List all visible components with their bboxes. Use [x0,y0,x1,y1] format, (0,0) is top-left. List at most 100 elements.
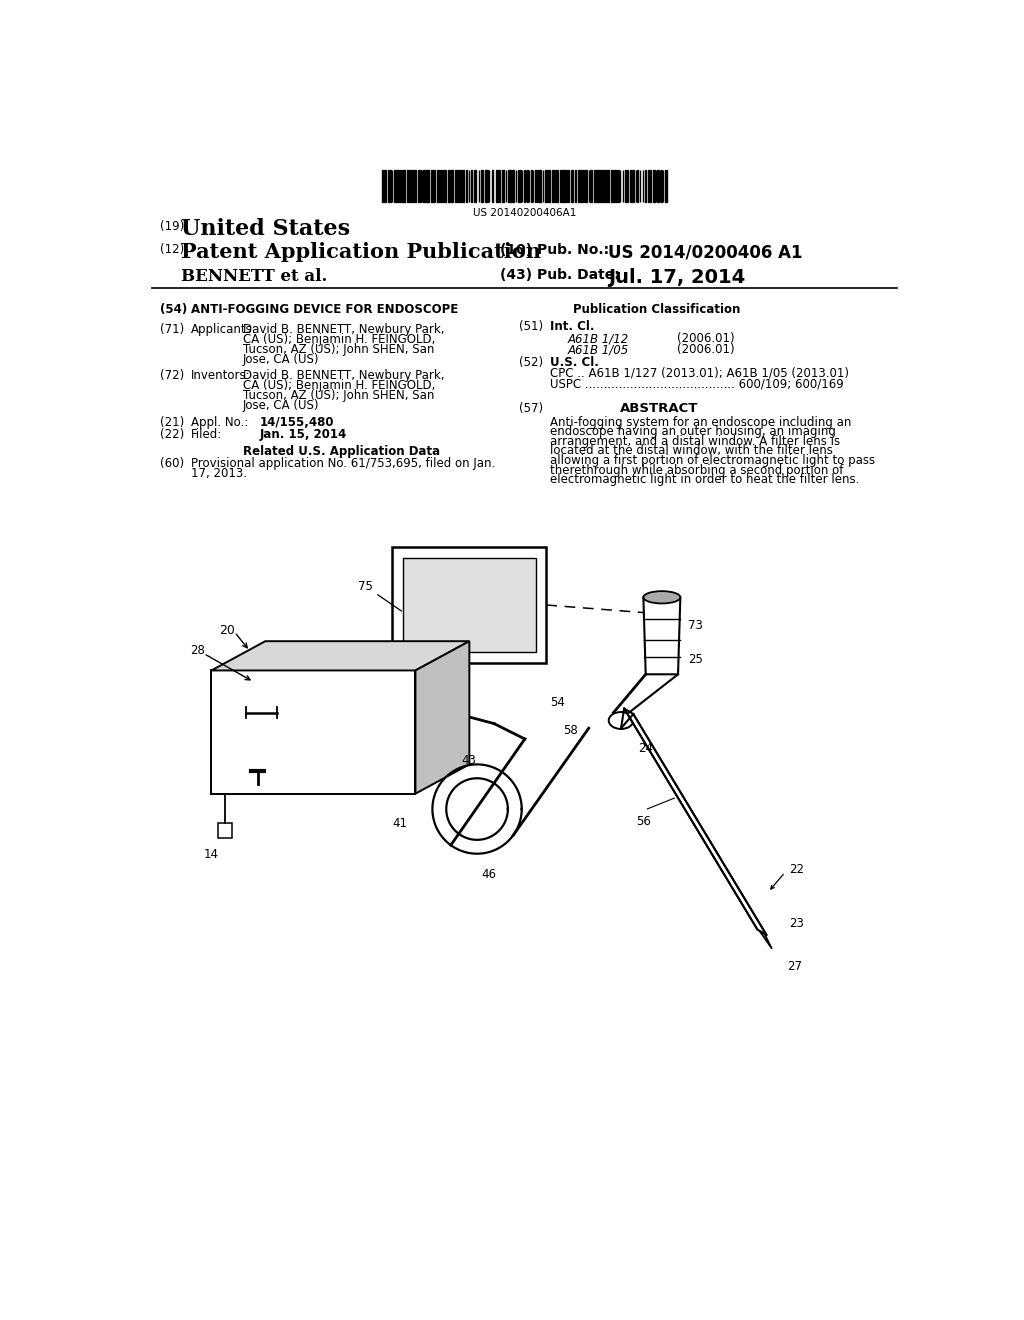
Text: (72): (72) [160,370,184,383]
Text: A61B 1/05: A61B 1/05 [567,343,629,356]
Bar [412,170,413,202]
Bar [603,170,605,202]
Bar [447,170,451,202]
Text: Int. Cl.: Int. Cl. [550,321,595,333]
Bar [596,170,599,202]
Text: arrangement, and a distal window. A filter lens is: arrangement, and a distal window. A filt… [550,434,841,447]
Bar [585,170,587,202]
Polygon shape [760,931,772,949]
Text: Jose, CA (US): Jose, CA (US) [243,400,319,412]
Text: (12): (12) [160,243,184,256]
Polygon shape [211,642,469,671]
Text: Filed:: Filed: [190,428,222,441]
Text: 17, 2013.: 17, 2013. [190,467,247,480]
Bar [606,170,608,202]
Text: (21): (21) [160,416,184,429]
Text: U.S. Cl.: U.S. Cl. [550,355,599,368]
Polygon shape [416,642,469,793]
Text: 14/155,480: 14/155,480 [260,416,335,429]
Text: Anti-fogging system for an endoscope including an: Anti-fogging system for an endoscope inc… [550,416,852,429]
Text: United States: United States [180,218,350,240]
Bar [563,170,565,202]
Text: Jul. 17, 2014: Jul. 17, 2014 [608,268,745,286]
Text: (54): (54) [160,304,187,317]
Bar [545,170,547,202]
Bar [612,170,614,202]
Text: 43: 43 [462,755,476,767]
Text: (43) Pub. Date:: (43) Pub. Date: [500,268,620,281]
Bar [460,170,462,202]
Bar [414,170,416,202]
Text: David B. BENNETT, Newbury Park,: David B. BENNETT, Newbury Park, [243,323,444,337]
Text: 27: 27 [787,960,802,973]
Text: 14: 14 [204,847,219,861]
Text: ABSTRACT: ABSTRACT [620,401,698,414]
Bar [388,170,389,202]
Polygon shape [218,822,232,838]
Text: Applicants:: Applicants: [190,323,256,337]
Polygon shape [211,671,416,793]
Text: US 2014/0200406 A1: US 2014/0200406 A1 [608,243,803,261]
Bar [481,170,483,202]
Text: Tucson, AZ (US); John SHEN, San: Tucson, AZ (US); John SHEN, San [243,389,434,403]
Text: 28: 28 [189,644,205,656]
Bar [600,170,602,202]
Bar [581,170,582,202]
Text: CA (US); Benjamin H. FEINGOLD,: CA (US); Benjamin H. FEINGOLD, [243,379,435,392]
Bar [512,170,514,202]
Bar [649,170,651,202]
Bar [568,170,569,202]
Bar [632,170,634,202]
Text: 73: 73 [688,619,702,632]
Text: Jan. 15, 2014: Jan. 15, 2014 [260,428,347,441]
Bar [438,170,440,202]
Bar [590,170,592,202]
Bar [665,170,668,202]
Bar [431,170,433,202]
Text: 20: 20 [219,624,234,638]
Bar [652,170,655,202]
Text: Appl. No.:: Appl. No.: [190,416,248,429]
Text: Jose, CA (US): Jose, CA (US) [243,354,319,366]
Text: 75: 75 [357,579,401,611]
Text: CPC .. A61B 1/127 (2013.01); A61B 1/05 (2013.01): CPC .. A61B 1/127 (2013.01); A61B 1/05 (… [550,367,849,379]
Bar [394,170,395,202]
Bar [418,170,419,202]
Bar [574,170,577,202]
Text: 25: 25 [688,653,702,665]
Text: Related U.S. Application Data: Related U.S. Application Data [243,445,440,458]
Text: (71): (71) [160,323,184,337]
Text: David B. BENNETT, Newbury Park,: David B. BENNETT, Newbury Park, [243,370,444,383]
Bar [382,170,384,202]
Polygon shape [643,598,680,675]
Text: (22): (22) [160,428,184,441]
Text: endoscope having an outer housing, an imaging: endoscope having an outer housing, an im… [550,425,836,438]
Text: 41: 41 [392,817,408,830]
Text: Publication Classification: Publication Classification [573,304,740,317]
Ellipse shape [608,711,634,729]
Polygon shape [625,709,767,935]
Text: allowing a first portion of electromagnetic light to pass: allowing a first portion of electromagne… [550,454,876,467]
Text: (60): (60) [160,457,184,470]
Text: 56: 56 [636,814,650,828]
Bar [402,170,404,202]
Text: 23: 23 [788,917,804,929]
Text: 22: 22 [788,863,804,876]
Text: Patent Application Publication: Patent Application Publication [180,242,541,261]
Bar [614,170,617,202]
Bar [496,170,498,202]
Bar [552,170,554,202]
Text: (2006.01): (2006.01) [677,333,735,346]
Bar [396,170,398,202]
Text: 46: 46 [481,867,496,880]
Text: electromagnetic light in order to heat the filter lens.: electromagnetic light in order to heat t… [550,474,859,486]
Text: BENNETT et al.: BENNETT et al. [180,268,327,285]
Text: located at the distal window, with the filter lens: located at the distal window, with the f… [550,445,834,458]
Bar [539,170,541,202]
Text: (10) Pub. No.:: (10) Pub. No.: [500,243,609,257]
Bar [423,170,425,202]
Bar [441,170,442,202]
Ellipse shape [643,591,680,603]
Polygon shape [392,548,547,663]
Bar [434,170,435,202]
